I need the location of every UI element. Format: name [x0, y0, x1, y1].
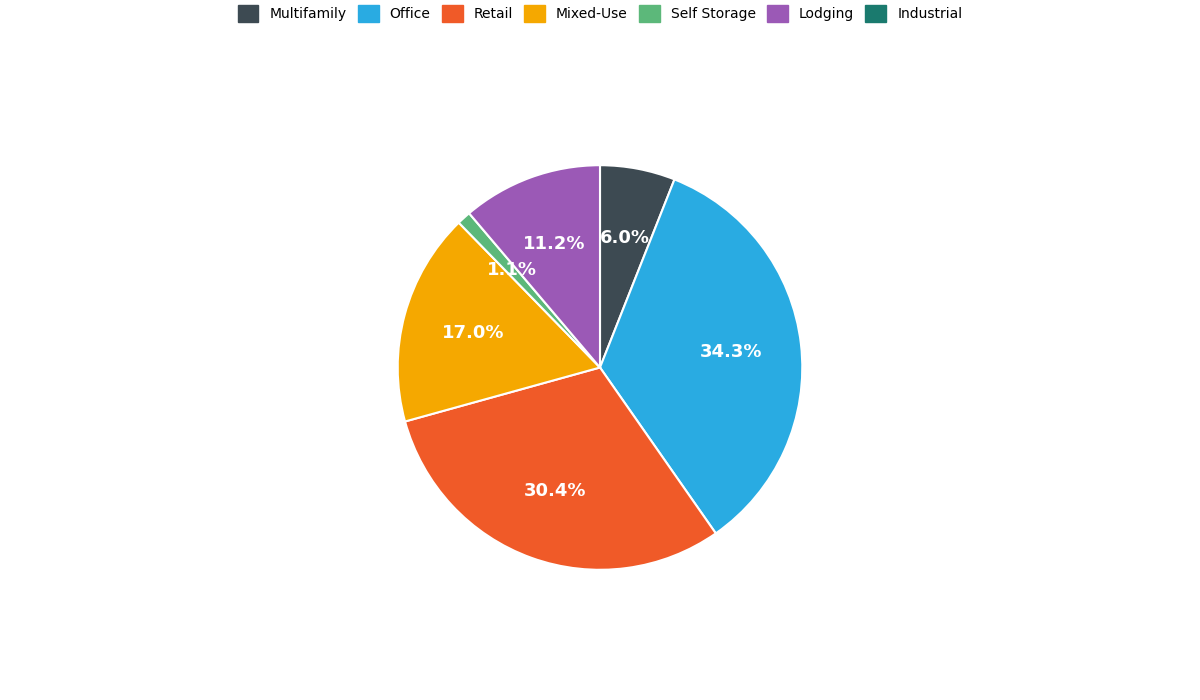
Wedge shape — [458, 214, 600, 368]
Wedge shape — [600, 165, 674, 368]
Text: 17.0%: 17.0% — [442, 324, 504, 342]
Text: 1.1%: 1.1% — [486, 261, 536, 279]
Wedge shape — [469, 165, 600, 368]
Legend: Multifamily, Office, Retail, Mixed-Use, Self Storage, Lodging, Industrial: Multifamily, Office, Retail, Mixed-Use, … — [232, 0, 968, 28]
Text: 34.3%: 34.3% — [700, 343, 762, 361]
Wedge shape — [600, 179, 803, 533]
Text: 30.4%: 30.4% — [524, 482, 587, 500]
Text: 11.2%: 11.2% — [523, 235, 586, 253]
Wedge shape — [406, 368, 716, 570]
Text: 6.0%: 6.0% — [600, 230, 649, 247]
Wedge shape — [397, 223, 600, 421]
